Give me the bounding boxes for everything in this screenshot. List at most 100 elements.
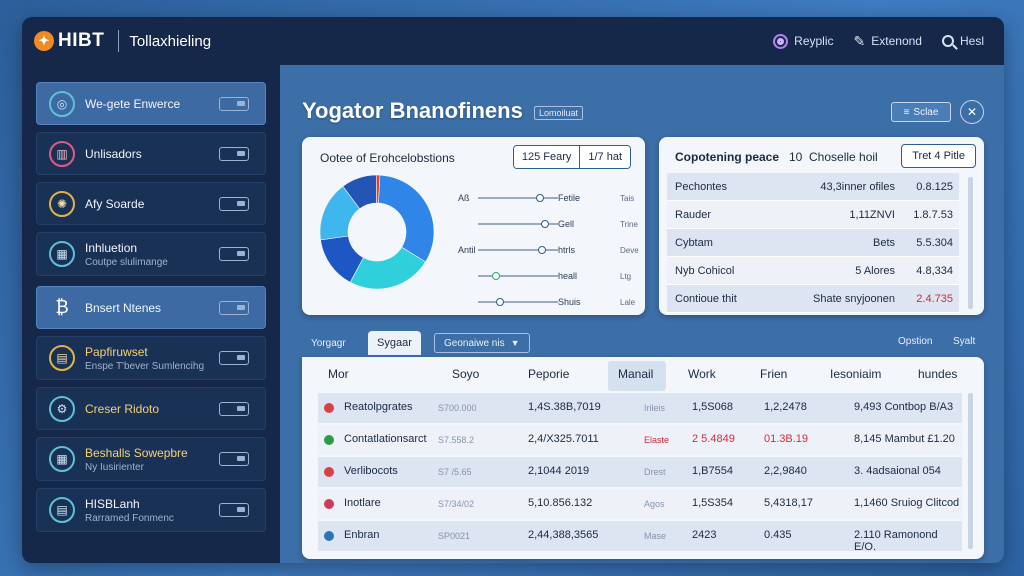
slider-name: Gell xyxy=(558,219,575,229)
period-selector: 125 Feary 1/7 hat xyxy=(512,145,631,169)
sidebar-item-inhluetion[interactable]: ▦ Inhluetion Coutpe slulimange xyxy=(36,232,266,276)
sidebar-item-label: HISBLanh xyxy=(85,496,140,511)
table-row[interactable]: Rauder 1,11ZNVI 1.8.7.53 xyxy=(667,201,959,229)
table-row[interactable]: Pechontes 43,3inner ofiles 0.8.125 xyxy=(667,173,959,201)
sidebar-item-ridoto[interactable]: ⚙ Creser Ridoto xyxy=(36,387,266,430)
slider-value: Lale xyxy=(620,297,636,307)
sidebar-item-hisblanh[interactable]: ▤ HISBLanh Rarramed Fonmenc xyxy=(36,488,266,532)
donut-svg xyxy=(319,174,435,290)
slider-row: Gell Trine xyxy=(458,211,638,237)
table-row[interactable]: Nyb Cohicol 5 Alores 4.8,334 xyxy=(667,257,959,285)
slider-row: heall Ltg xyxy=(458,263,638,289)
slider-knob[interactable] xyxy=(541,220,550,228)
cell-value: 1,5S068 xyxy=(692,401,733,413)
col-header[interactable]: Work xyxy=(688,367,716,381)
sidebar-item-label: Creser Ridoto xyxy=(85,401,160,416)
top-bar: ✦ HIBT Tollaxhieling Reyplic ✎ Extenond … xyxy=(22,17,1004,65)
list-icon: ≡ xyxy=(903,106,910,118)
table-row[interactable]: Inotlare S7/34/02 5,10.856.132 Agos 1,5S… xyxy=(318,489,962,519)
cell-value: 1,2,2478 xyxy=(764,401,807,413)
row-name: Contioue thit xyxy=(675,292,737,305)
row-name: Cybtam xyxy=(675,236,713,249)
sidebar-item-ntenes[interactable]: ₿ Bnsert Ntenes xyxy=(36,286,266,329)
table-row[interactable]: Contioue thit Shate snyjoonen 2.4.735 xyxy=(667,285,959,313)
grid-scrollbar[interactable] xyxy=(968,393,973,549)
cell-value: 2,4/X325.7011 xyxy=(528,433,599,445)
slider-knob[interactable] xyxy=(491,272,500,280)
app-window: ✦ HIBT Tollaxhieling Reyplic ✎ Extenond … xyxy=(22,17,1004,563)
allocation-title: Ootee of Erohcelobstions xyxy=(320,151,455,165)
slider-label: Antil xyxy=(458,245,476,255)
col-header[interactable]: Manail xyxy=(618,367,654,381)
sidebar-toggle[interactable] xyxy=(219,196,249,211)
table-row[interactable]: Cybtam Bets 5.5.304 xyxy=(667,229,959,257)
sidebar-toggle[interactable] xyxy=(219,401,249,416)
chevron-down-icon: ▼ xyxy=(510,338,520,348)
allocation-sliders: Aß Fetile Tais Gell Trine Antil htrls De… xyxy=(458,185,639,315)
slider-knob[interactable] xyxy=(538,246,546,254)
col-header[interactable]: Iesoniaim xyxy=(830,367,882,381)
donut-slice[interactable] xyxy=(375,174,381,204)
table-row[interactable]: Contatlationsarct S7.558.2 2,4/X325.7011… xyxy=(318,425,962,455)
slider-track[interactable] xyxy=(478,220,558,228)
col-header[interactable]: Frien xyxy=(760,367,788,381)
option-link[interactable]: Opstion xyxy=(898,336,933,347)
tab-yorgagr[interactable]: Yorgagr xyxy=(311,337,346,349)
table-row[interactable]: Enbran SP0021 2,44,388,3565 Mase 2423 0.… xyxy=(318,521,962,553)
slider-track[interactable] xyxy=(478,272,558,280)
row-value: 5.5.304 xyxy=(916,236,953,249)
col-header[interactable]: hundes xyxy=(918,367,958,381)
slider-track[interactable] xyxy=(478,194,558,202)
cell-tag: Elaste xyxy=(644,435,670,445)
table-row[interactable]: Verlibocots S7 /5.65 2,1044 2019 Drest 1… xyxy=(318,457,962,487)
slider-name: Fetile xyxy=(558,193,581,203)
sidebar-toggle[interactable] xyxy=(219,300,249,315)
period-pill[interactable]: 125 Feary xyxy=(513,146,580,168)
sidebar-item-unlisadors[interactable]: ▥ Unlisadors xyxy=(36,132,266,175)
header-highlight xyxy=(608,361,666,391)
sidebar-toggle[interactable] xyxy=(219,96,249,111)
sidebar-toggle[interactable] xyxy=(219,351,249,365)
cell-text: 9,493 Contbop B/A3 xyxy=(854,401,954,413)
sidebar-item-sowepbre[interactable]: ▦ Beshalls Sowepbre Ny Iusirienter xyxy=(36,437,266,481)
reyplic-button[interactable]: Reyplic xyxy=(773,33,834,49)
sidebar-item-sublabel: Ny Iusirienter xyxy=(85,461,144,473)
sidebar-toggle[interactable] xyxy=(219,247,249,261)
cell-tiny: S700.000 xyxy=(438,403,477,413)
logo: ✦ HIBT xyxy=(34,30,104,52)
slider-knob[interactable] xyxy=(496,298,505,306)
donut-slice[interactable] xyxy=(378,174,435,263)
tab-dropdown[interactable]: Geonaiwe nis ▼ xyxy=(434,333,530,353)
summary-action-button[interactable]: Tret 4 Pitle xyxy=(901,144,976,168)
sidebar-toggle[interactable] xyxy=(219,503,249,517)
sidebar-toggle[interactable] xyxy=(219,452,249,466)
settings-button[interactable]: ✕ xyxy=(960,100,984,124)
save-button[interactable]: ≡ Sclae xyxy=(891,102,951,122)
style-link[interactable]: Syalt xyxy=(953,336,976,347)
cell-name: Inotlare xyxy=(344,497,381,509)
sidebar-item-papfiruwset[interactable]: ▤ Papfiruwset Enspe T'bever Sumlencihg xyxy=(36,336,266,380)
period-pill[interactable]: 1/7 hat xyxy=(579,146,630,168)
bulb-icon: ✺ xyxy=(49,190,75,217)
col-header[interactable]: Mor xyxy=(328,367,349,381)
document-icon: ▤ xyxy=(49,345,75,371)
tools-icon: ✕ xyxy=(966,105,978,119)
gear-icon: ⚙ xyxy=(49,395,75,422)
sidebar-item-label: Afy Soarde xyxy=(85,196,145,211)
row-name: Nyb Cohicol xyxy=(675,264,735,277)
summary-scrollbar[interactable] xyxy=(968,177,973,309)
sidebar-item-soarde[interactable]: ✺ Afy Soarde xyxy=(36,182,266,225)
slider-track[interactable] xyxy=(478,298,558,306)
col-header[interactable]: Soyo xyxy=(452,367,480,381)
tab-bar: Yorgagr Sygaar Geonaiwe nis ▼ Opstion Sy… xyxy=(302,331,984,357)
table-row[interactable]: Reatolpgrates S700.000 1,4S.38B,7019 Iri… xyxy=(318,393,962,423)
col-header[interactable]: Peporie xyxy=(528,367,570,381)
slider-knob[interactable] xyxy=(536,194,545,202)
sidebar-item-enwerce[interactable]: ◎ We-gete Enwerce xyxy=(36,82,266,125)
slider-track[interactable] xyxy=(478,246,558,254)
tab-sygaar[interactable]: Sygaar xyxy=(368,331,421,355)
help-button[interactable]: Hesl xyxy=(941,34,984,48)
extenond-button[interactable]: ✎ Extenond xyxy=(854,33,922,50)
sidebar-toggle[interactable] xyxy=(219,146,249,161)
help-label: Hesl xyxy=(959,34,984,48)
